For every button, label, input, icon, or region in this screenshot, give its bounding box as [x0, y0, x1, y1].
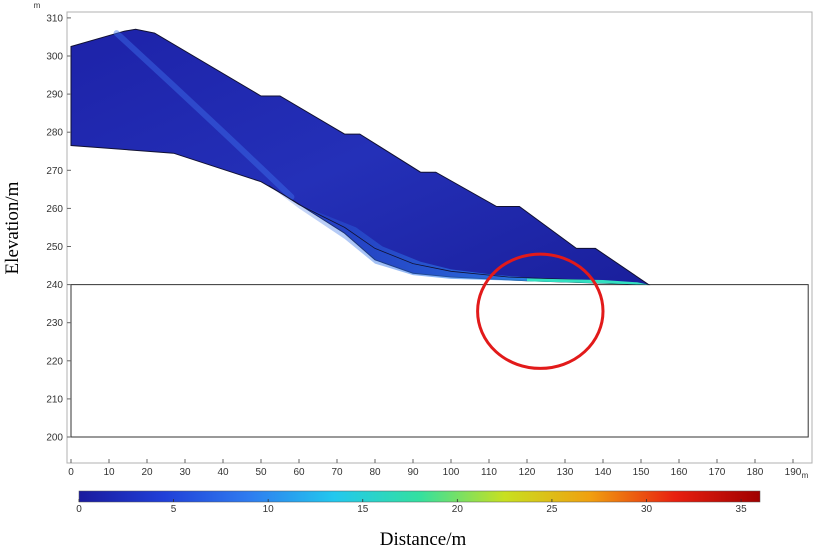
ground-outline: [70, 284, 809, 438]
y-tick-label: 230: [46, 318, 63, 329]
y-tick-label: 240: [46, 280, 63, 291]
x-tick-label: 110: [481, 467, 497, 478]
colorbar: 0 5 10 15 20 25 30 35: [76, 490, 761, 515]
x-tick-label: 30: [179, 467, 191, 478]
x-tick-label: 140: [595, 467, 612, 478]
colorbar-tick-label: 10: [263, 504, 275, 515]
colorbar-tick-label: 0: [76, 504, 82, 515]
colorbar-tick-label: 25: [546, 504, 558, 515]
colorbar-tick-label: 30: [641, 504, 653, 515]
x-tick-label: 190: [785, 467, 802, 478]
slip-surface-band: [268, 185, 649, 285]
x-axis: 0 10 20 30 40 50 60 70 80 90 100 110 120 130 140 150 160…: [68, 459, 802, 478]
model-domain: [70, 284, 809, 438]
x-axis-title: Distance/m: [380, 529, 467, 547]
x-tick-label: 50: [255, 467, 267, 478]
y-tick-label: 290: [46, 90, 63, 101]
y-tick-label: 270: [46, 166, 63, 177]
x-tick-label: 130: [557, 467, 574, 478]
x-tick-label: 120: [519, 467, 536, 478]
shear-zone-upper: [113, 30, 295, 200]
y-tick-label: 200: [46, 433, 63, 444]
x-tick-label: 100: [443, 467, 460, 478]
y-tick-label: 210: [46, 394, 63, 405]
y-tick-label: 260: [46, 204, 63, 215]
y-tick-label: 220: [46, 356, 63, 367]
y-axis: 200 210 220 230 240 250 260 270 280 290 300 310: [46, 13, 71, 444]
highlight-ellipse: [476, 252, 605, 370]
x-tick-label: 80: [369, 467, 381, 478]
x-axis-unit: m: [802, 471, 809, 480]
y-tick-label: 300: [46, 52, 63, 63]
x-tick-label: 20: [141, 467, 153, 478]
colorbar-tick-label: 15: [357, 504, 369, 515]
y-tick-label: 280: [46, 128, 63, 139]
y-tick-label: 310: [46, 13, 63, 24]
x-tick-label: 60: [293, 467, 305, 478]
x-tick-label: 170: [709, 467, 726, 478]
x-tick-label: 0: [68, 467, 74, 478]
y-axis-unit: m: [34, 1, 41, 10]
colorbar-tick-label: 20: [452, 504, 464, 515]
x-tick-label: 10: [103, 467, 115, 478]
colorbar-tick-label: 35: [736, 504, 748, 515]
y-axis-title: Elevation/m: [2, 181, 23, 274]
colorbar-tick-label: 5: [171, 504, 177, 515]
x-tick-label: 90: [407, 467, 419, 478]
x-tick-label: 40: [217, 467, 229, 478]
x-tick-label: 150: [633, 467, 650, 478]
colorbar-bar: [78, 490, 761, 503]
toe-high-displacement: [527, 278, 649, 285]
x-tick-label: 160: [671, 467, 688, 478]
y-tick-label: 250: [46, 242, 63, 253]
x-tick-label: 70: [331, 467, 343, 478]
x-tick-label: 180: [747, 467, 764, 478]
landslide-body: [70, 28, 651, 370]
